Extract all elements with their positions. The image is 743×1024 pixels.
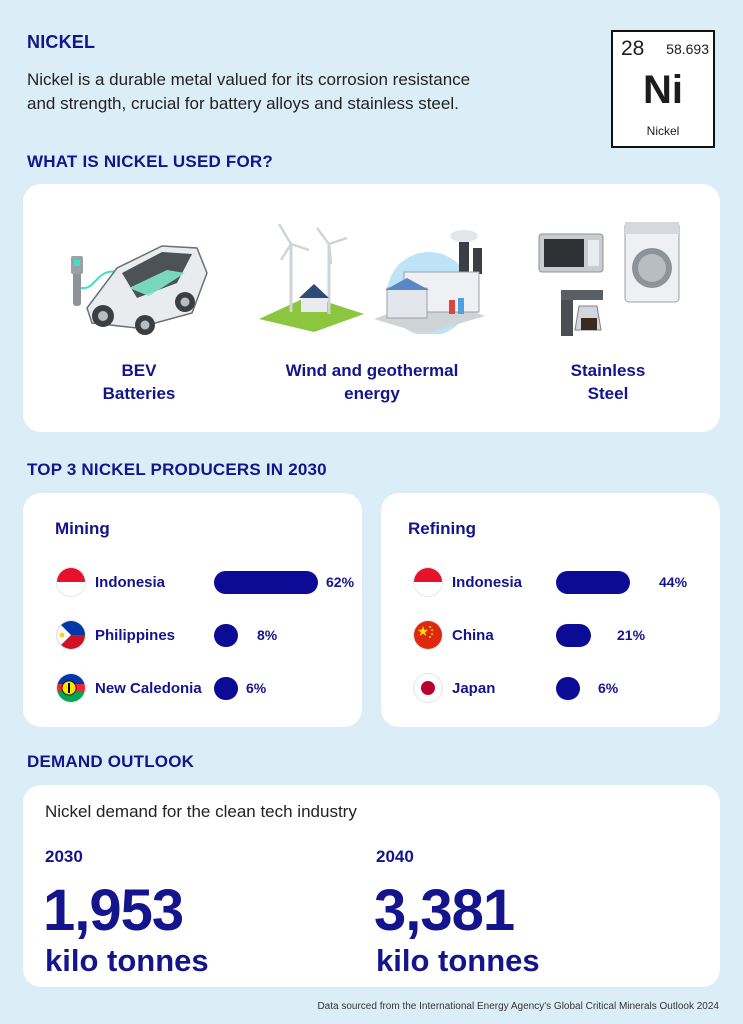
indonesia-flag-icon: [414, 568, 442, 596]
country-name: New Caledonia: [95, 680, 202, 697]
bar: [556, 571, 630, 594]
uses-heading: WHAT IS NICKEL USED FOR?: [27, 152, 273, 171]
producers-heading: TOP 3 NICKEL PRODUCERS IN 2030: [27, 460, 327, 479]
intro-text: Nickel is a durable metal valued for its…: [27, 68, 470, 116]
list-item: Indonesia 62%: [57, 568, 357, 598]
appliances-icon: [537, 221, 697, 340]
country-name: Indonesia: [95, 574, 166, 591]
use-bev-batteries: BEV Batteries: [63, 359, 215, 405]
country-name: Indonesia: [452, 574, 523, 591]
new-caledonia-flag-icon: [57, 674, 85, 702]
bar: [214, 624, 238, 647]
periodic-element-tile: 28 58.693 Ni Nickel: [611, 30, 715, 148]
list-item: Philippines 8%: [57, 621, 357, 651]
intro-line-1: Nickel is a durable metal valued for its…: [27, 70, 471, 89]
use-wind-geothermal: Wind and geothermal energy: [263, 359, 481, 405]
philippines-flag-icon: [57, 621, 85, 649]
uses-card: BEV Batteries Wind and geothermal energy…: [23, 184, 720, 432]
use-label-line: energy: [344, 384, 400, 403]
page-title: NICKEL: [27, 32, 96, 52]
use-label-line: Steel: [587, 384, 629, 403]
use-label-line: Stainless: [570, 361, 646, 380]
demand-value-2040: 3,381: [374, 878, 515, 943]
bar: [214, 571, 318, 594]
japan-flag-icon: [414, 674, 442, 702]
mining-card: Mining Indonesia 62% Philippines 8% New …: [23, 493, 362, 727]
atomic-number: 28: [621, 37, 645, 60]
wind-factory-icon: [259, 223, 485, 336]
demand-unit-2040: kilo tonnes: [376, 943, 540, 978]
country-name: Japan: [452, 680, 496, 697]
bar-value-label: 44%: [659, 574, 688, 590]
country-name: Philippines: [95, 627, 176, 644]
list-item: Japan 6%: [414, 674, 714, 704]
demand-year-2040: 2040: [376, 847, 414, 866]
refining-card: Refining Indonesia 44% China 21% Japan 6…: [381, 493, 720, 727]
china-flag-icon: [414, 621, 442, 649]
bar-value-label: 62%: [326, 574, 355, 590]
element-symbol: Ni: [643, 68, 683, 112]
electric-car-icon: [67, 228, 217, 338]
bar: [556, 624, 591, 647]
bar: [214, 677, 238, 700]
refining-title: Refining: [408, 519, 476, 538]
use-label-line: Batteries: [102, 384, 176, 403]
indonesia-flag-icon: [57, 568, 85, 596]
bar: [556, 677, 580, 700]
list-item: New Caledonia 6%: [57, 674, 357, 704]
use-stainless-steel: Stainless Steel: [533, 359, 683, 405]
source-note: Data sourced from the International Ener…: [317, 1001, 719, 1012]
demand-unit-2030: kilo tonnes: [45, 943, 209, 978]
list-item: China 21%: [414, 621, 714, 651]
list-item: Indonesia 44%: [414, 568, 714, 598]
element-name: Nickel: [646, 124, 680, 138]
bar-value-label: 21%: [617, 627, 646, 643]
use-label-line: BEV: [121, 361, 157, 380]
intro-line-2: and strength, crucial for battery alloys…: [27, 94, 459, 113]
mining-title: Mining: [55, 519, 110, 538]
bar-value-label: 6%: [246, 680, 267, 696]
bar-value-label: 6%: [598, 680, 619, 696]
atomic-mass: 58.693: [666, 41, 709, 57]
demand-card: Nickel demand for the clean tech industr…: [23, 785, 720, 987]
demand-value-2030: 1,953: [43, 878, 184, 943]
demand-year-2030: 2030: [45, 847, 83, 866]
demand-subtitle: Nickel demand for the clean tech industr…: [45, 802, 357, 821]
demand-heading: DEMAND OUTLOOK: [27, 752, 195, 771]
use-label-line: Wind and geothermal: [285, 361, 459, 380]
country-name: China: [452, 627, 494, 644]
bar-value-label: 8%: [257, 627, 278, 643]
